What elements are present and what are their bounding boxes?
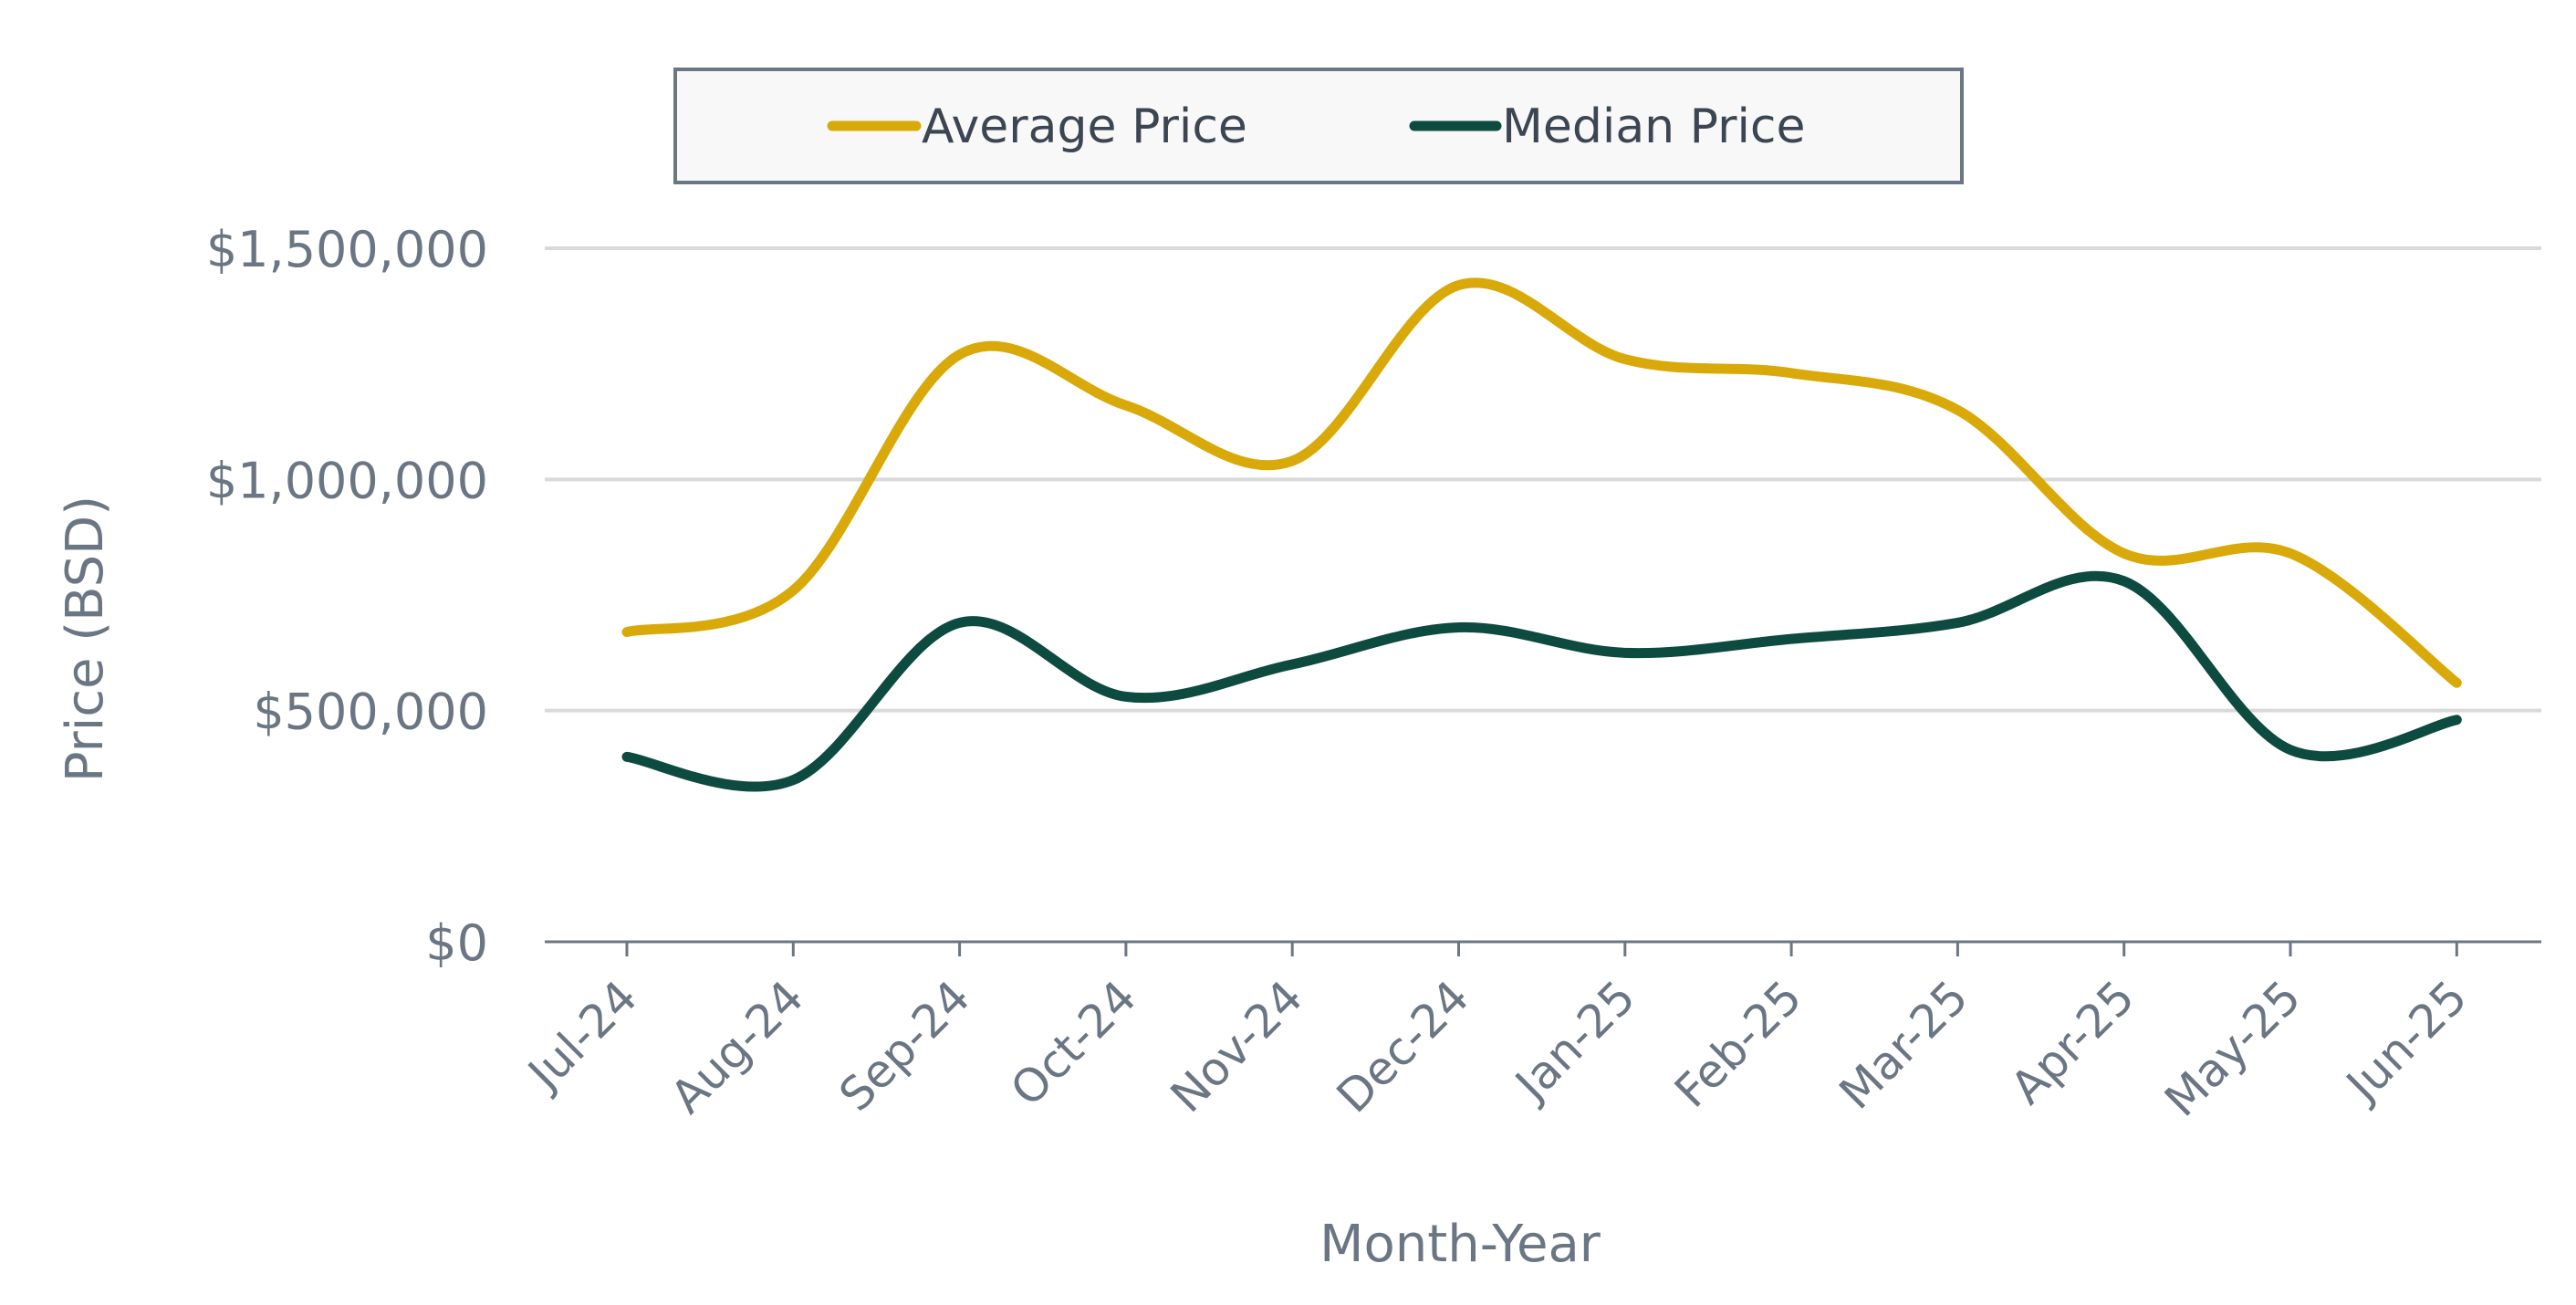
gridlines xyxy=(545,246,2541,713)
x-tick-label: Mar-25 xyxy=(1830,970,1978,1119)
x-axis-ticks: Jul-24 Aug-24 Sep-24 Oct-24 Nov-24 Dec-24 Jan-… xyxy=(516,970,2477,1126)
x-tick-label: Feb-25 xyxy=(1664,970,1811,1117)
series-lines xyxy=(621,277,2462,792)
x-tick-label: Jul-24 xyxy=(516,970,648,1101)
x-tick-label: Oct-24 xyxy=(1000,970,1146,1116)
series-line-median-price xyxy=(621,570,2462,792)
y-tick-label: $0 xyxy=(425,914,488,972)
y-axis-ticks: $0 $500,000 $1,000,000 $1,500,000 xyxy=(206,221,488,972)
y-axis-title: Price (BSD) xyxy=(56,496,115,782)
x-tick-label: Apr-25 xyxy=(2001,970,2145,1114)
x-axis xyxy=(545,940,2541,956)
x-tick-label: Jun-25 xyxy=(2335,970,2477,1112)
x-tick-label: Dec-24 xyxy=(1327,970,1479,1122)
series-line-average-price xyxy=(621,277,2462,688)
y-tick-label: $500,000 xyxy=(253,684,488,741)
x-axis-title: Month-Year xyxy=(1319,1215,1601,1274)
legend-label-average: Average Price xyxy=(922,99,1247,154)
x-tick-label: May-25 xyxy=(2154,970,2310,1126)
x-tick-label: Jan-25 xyxy=(1504,970,1645,1112)
y-tick-label: $1,500,000 xyxy=(206,221,488,278)
y-tick-label: $1,000,000 xyxy=(206,452,488,509)
x-tick-label: Sep-24 xyxy=(829,970,980,1121)
x-tick-label: Aug-24 xyxy=(661,970,814,1123)
x-tick-label: Nov-24 xyxy=(1161,970,1313,1122)
legend-label-median: Median Price xyxy=(1502,99,1806,154)
legend: Average Price Median Price xyxy=(673,68,1964,184)
